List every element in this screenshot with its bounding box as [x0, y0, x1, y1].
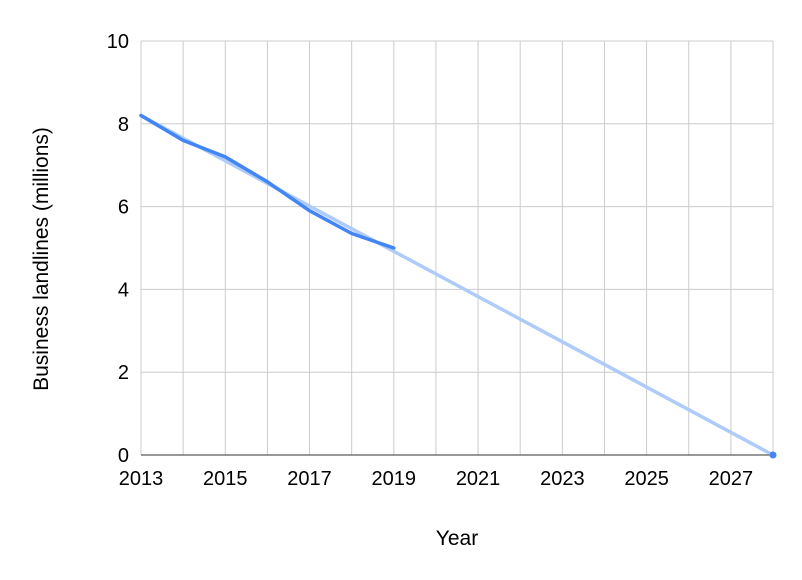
series-layer: [139, 113, 777, 459]
x-tick-label: 2025: [624, 468, 669, 490]
x-axis: 2013 2015 2017 2019 2021 2023 2025 2027: [119, 468, 753, 490]
x-tick-label: 2021: [456, 468, 501, 490]
x-tick-label: 2017: [287, 468, 332, 490]
y-tick-label: 4: [118, 279, 129, 301]
y-tick-label: 8: [118, 114, 129, 136]
x-tick-label: 2013: [119, 468, 164, 490]
y-tick-label: 0: [118, 445, 129, 467]
x-tick-label: 2019: [372, 468, 417, 490]
series-line-actual: [139, 113, 396, 250]
x-axis-title: Year: [436, 527, 478, 550]
y-axis-title: Business landlines (millions): [30, 127, 53, 391]
x-tick-label: 2023: [540, 468, 585, 490]
x-tick-label: 2015: [203, 468, 248, 490]
y-tick-label: 6: [118, 197, 129, 219]
trend-end-point: [769, 451, 777, 459]
y-tick-label: 2: [118, 362, 129, 384]
grid-layer: [140, 40, 774, 456]
x-tick-label: 2027: [709, 468, 754, 490]
y-axis: 0 2 4 6 8 10: [107, 31, 129, 467]
y-tick-label: 10: [107, 31, 129, 53]
series-line-trend: [139, 113, 775, 457]
